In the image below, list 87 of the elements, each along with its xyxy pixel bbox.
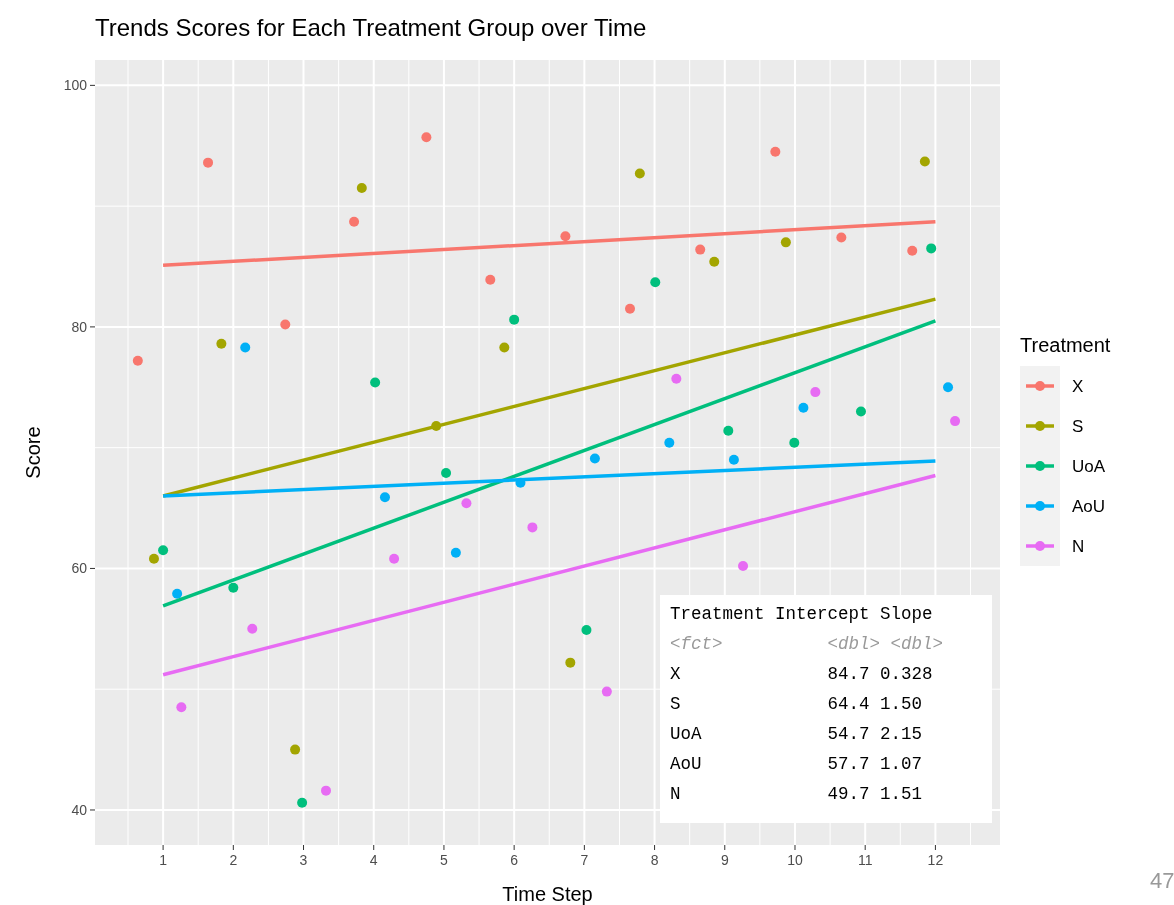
point: [855, 406, 866, 417]
point: [709, 256, 720, 267]
x-tick-label: 2: [229, 852, 238, 868]
point: [738, 561, 749, 572]
x-tick-label: 1: [159, 852, 168, 868]
point: [770, 146, 781, 157]
point: [780, 237, 791, 248]
point: [581, 625, 592, 636]
point: [560, 231, 571, 242]
point: [671, 373, 682, 384]
point: [950, 416, 961, 427]
x-tick-label: 12: [927, 852, 944, 868]
y-tick-label: 40: [71, 801, 88, 818]
x-tick-label: 11: [857, 852, 873, 868]
point: [509, 314, 520, 325]
point: [810, 387, 821, 398]
x-tick-label: 10: [787, 852, 803, 868]
point: [320, 785, 331, 796]
annotation: Treatment Intercept Slope: [670, 604, 933, 624]
point: [625, 303, 635, 314]
point: [565, 657, 576, 668]
x-axis-title: Time Step: [502, 883, 593, 905]
point: [240, 342, 251, 353]
point: [370, 377, 381, 388]
point: [290, 744, 301, 755]
point: [172, 588, 183, 599]
annotation: X 84.7 0.328: [670, 664, 933, 684]
legend-label: N: [1072, 537, 1085, 556]
annotation: S 64.4 1.50: [670, 694, 923, 714]
point: [389, 553, 400, 564]
point: [280, 319, 291, 330]
legend-label: S: [1072, 417, 1084, 436]
point: [485, 274, 496, 285]
point: [176, 702, 187, 713]
point: [926, 243, 937, 254]
point: [461, 498, 472, 509]
point: [664, 437, 675, 448]
x-tick-label: 6: [510, 852, 519, 868]
point: [723, 425, 734, 436]
point: [919, 156, 930, 167]
point: [379, 492, 390, 503]
point: [836, 232, 847, 243]
annotation: UoA 54.7 2.15: [670, 724, 923, 744]
annotation: AoU 57.7 1.07: [670, 754, 923, 774]
point: [132, 355, 143, 366]
y-tick-label: 100: [63, 77, 88, 94]
annotation: N 49.7 1.51: [670, 784, 923, 804]
point: [158, 545, 169, 556]
legend-label: AoU: [1072, 497, 1106, 516]
point: [789, 437, 800, 448]
x-tick-label: 5: [440, 852, 449, 868]
point: [650, 277, 661, 288]
legend-label: UoA: [1072, 457, 1106, 476]
point: [203, 157, 214, 168]
point: [421, 132, 432, 143]
point: [441, 468, 452, 479]
y-tick-label: 80: [71, 318, 88, 335]
y-axis-title: Score: [22, 426, 44, 479]
point: [589, 453, 600, 464]
point: [499, 342, 510, 353]
chart-title: Trends Scores for Each Treatment Group over Time: [95, 14, 647, 41]
point: [356, 183, 367, 194]
point: [907, 245, 918, 256]
text: 47: [1150, 868, 1174, 893]
point: [297, 797, 308, 808]
x-tick-label: 7: [580, 852, 589, 868]
annotation: <fct> <dbl> <dbl>: [670, 634, 944, 654]
point: [216, 338, 227, 349]
x-tick-label: 9: [720, 852, 729, 868]
point: [247, 623, 258, 634]
x-tick-label: 4: [369, 852, 378, 868]
y-tick-label: 60: [71, 560, 88, 577]
x-tick-label: 3: [299, 852, 308, 868]
point: [634, 168, 645, 179]
point: [450, 547, 461, 558]
legend-label: X: [1072, 377, 1084, 396]
point: [148, 553, 159, 564]
x-tick-label: 8: [650, 852, 659, 868]
point: [695, 244, 706, 255]
point: [943, 382, 954, 393]
point: [349, 216, 360, 227]
legend-title: Treatment: [1020, 334, 1111, 356]
point: [798, 402, 809, 413]
point: [601, 686, 612, 697]
point: [728, 454, 739, 465]
point: [527, 522, 538, 533]
point: [228, 582, 239, 593]
